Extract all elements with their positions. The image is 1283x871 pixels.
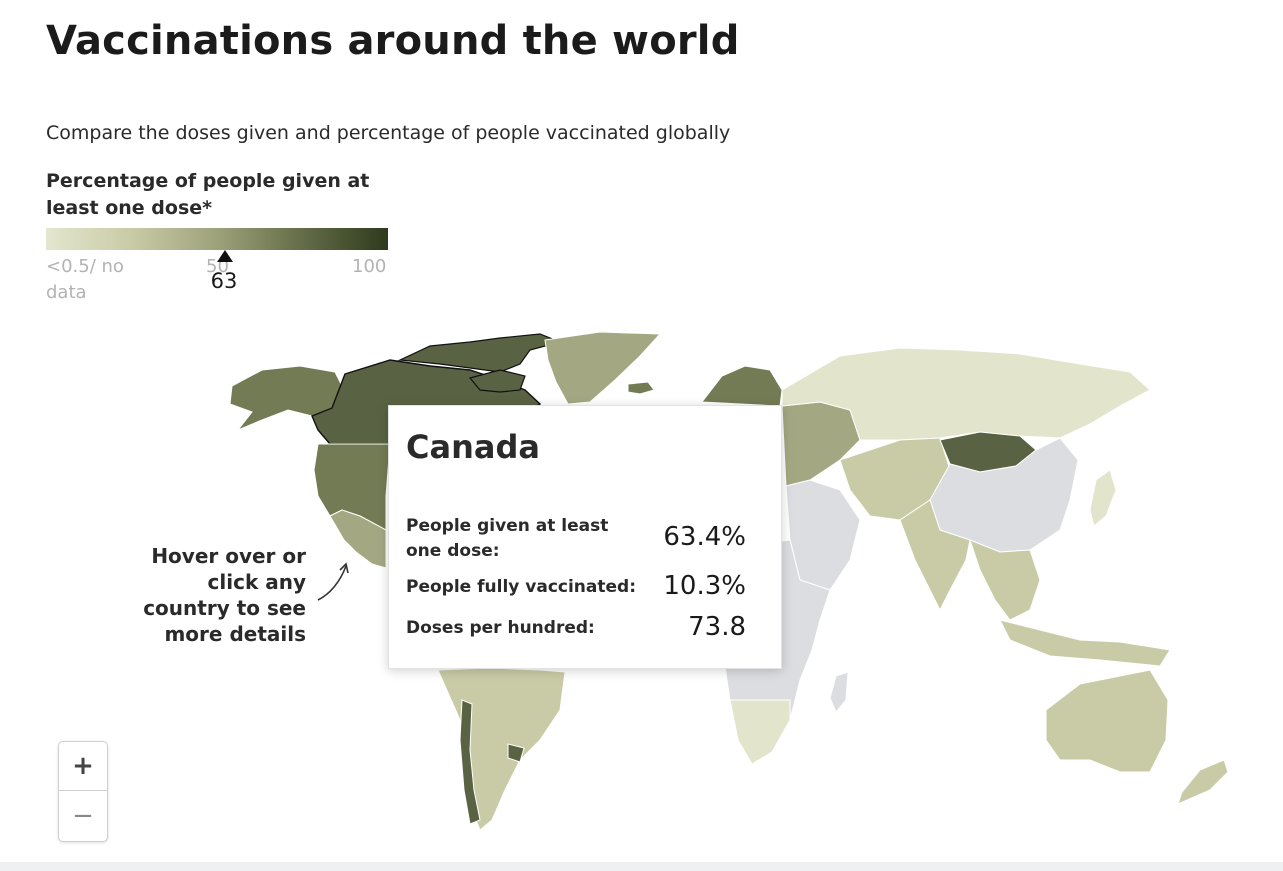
country-chile[interactable] (459, 699, 481, 825)
country-greenland[interactable] (544, 331, 662, 405)
tooltip-row-value: 10.3% (663, 571, 746, 601)
legend-min-label: <0.5/ no data (46, 256, 124, 303)
tooltip-row-label: Doses per hundred: (406, 618, 595, 638)
zoom-controls: + − (58, 741, 108, 842)
legend-color-scale (46, 228, 388, 250)
country-madagascar[interactable] (829, 671, 849, 713)
country-south-america[interactable] (437, 667, 566, 831)
page-subtitle: Compare the doses given and percentage o… (46, 122, 731, 144)
legend-marker-triangle-icon (216, 250, 233, 262)
legend-max-label: 100 (352, 256, 387, 277)
country-uruguay[interactable] (507, 743, 525, 763)
region-southern-africa[interactable] (729, 699, 791, 765)
tooltip-row-label: People given at least one dose: (406, 516, 609, 561)
zoom-out-button[interactable]: − (59, 791, 107, 840)
country-australia[interactable] (1045, 669, 1169, 773)
tooltip-row-value: 73.8 (688, 612, 746, 642)
legend-title: Percentage of people given at least one … (46, 170, 370, 219)
tooltip-row-value: 63.4% (663, 522, 746, 552)
page-bottom-strip (0, 862, 1283, 871)
tooltip-row-label: People fully vaccinated: (406, 577, 636, 597)
hint-arrow-icon (317, 562, 349, 601)
country-japan[interactable] (1089, 469, 1117, 527)
zoom-in-button[interactable]: + (59, 742, 107, 791)
country-russia[interactable] (781, 347, 1151, 441)
country-india[interactable] (899, 499, 971, 612)
region-indonesia[interactable] (999, 619, 1171, 667)
region-scandinavia[interactable] (701, 365, 783, 407)
tooltip-country-name: Canada (406, 428, 540, 466)
region-southeast-asia[interactable] (969, 539, 1041, 621)
country-iceland[interactable] (627, 381, 655, 395)
country-canada-arctic-islands[interactable] (468, 369, 526, 393)
country-new-zealand[interactable] (1177, 759, 1229, 805)
country-canada-arctic-islands[interactable] (397, 333, 562, 373)
legend-marker-value: 63 (210, 269, 238, 293)
country-mexico[interactable] (329, 509, 387, 569)
country-tooltip: Canada People given at least one dose: 6… (388, 405, 782, 669)
map-hint-text: Hover over or click any country to see m… (143, 544, 306, 646)
page-title: Vaccinations around the world (46, 18, 740, 64)
